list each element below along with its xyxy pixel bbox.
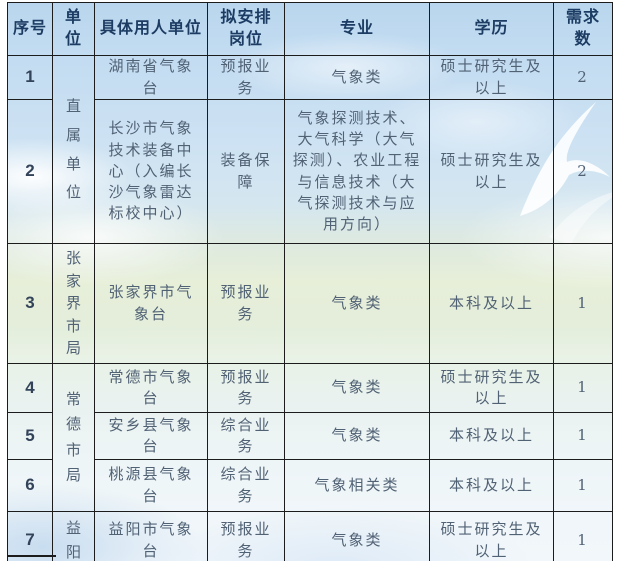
cell-education: 本科及以上 (429, 243, 554, 364)
table-row: 3 张家界市局 张家界市气象台 预报业务 气象类 本科及以上 1 (7, 243, 613, 364)
table-row: 4 常德市局 常德市气象台 预报业务 气象类 硕士研究生及以上 1 (7, 363, 613, 512)
cell-seq: 4 (7, 363, 53, 413)
cell-seq: 7 (7, 511, 53, 561)
header-unit: 单位 (52, 2, 95, 56)
header-major: 专业 (284, 2, 430, 56)
table-row: 2 长沙市气象技术装备中心（入编长沙气象雷达标校中心） 装备保障 气象探测技术、… (7, 99, 613, 244)
cell-employer: 湖南省气象台 (94, 55, 208, 100)
header-education: 学历 (429, 2, 554, 56)
cell-major: 气象类 (284, 412, 430, 460)
cell-employer: 常德市气象台 (94, 363, 208, 413)
cell-seq: 5 (7, 412, 53, 460)
cell-post: 预报业务 (207, 511, 285, 561)
table-row: 6 桃源县气象台 综合业务 气象相关类 本科及以上 1 (7, 459, 613, 512)
cell-post: 装备保障 (207, 99, 285, 244)
cell-major: 气象探测技术、大气科学（大气探测）、农业工程与信息技术（大气探测技术与应用方向） (284, 99, 430, 244)
cell-post: 预报业务 (207, 243, 285, 364)
cell-major: 气象类 (284, 511, 430, 561)
cell-count: 2 (553, 55, 613, 100)
cell-education: 本科及以上 (429, 459, 554, 512)
table-row: 1 直属单位 湖南省气象台 预报业务 气象类 硕士研究生及以上 2 (7, 55, 613, 244)
cell-seq: 3 (7, 243, 53, 364)
cell-education: 硕士研究生及以上 (429, 363, 554, 413)
cell-post: 预报业务 (207, 363, 285, 413)
unit-label: 常德市局 (65, 389, 81, 485)
cell-employer: 桃源县气象台 (94, 459, 208, 512)
unit-label: 益阳 (65, 519, 81, 561)
cell-employer: 张家界市气象台 (94, 243, 208, 364)
cell-major: 气象类 (284, 243, 430, 364)
cell-count: 1 (553, 459, 613, 512)
cell-education: 硕士研究生及以上 (429, 55, 554, 100)
cell-major: 气象类 (284, 363, 430, 413)
cell-count: 1 (553, 511, 613, 561)
cell-post: 综合业务 (207, 412, 285, 460)
cell-post: 预报业务 (207, 55, 285, 100)
cell-seq: 1 (7, 55, 53, 100)
cell-post: 综合业务 (207, 459, 285, 512)
table-header-row: 序号 单位 具体用人单位 拟安排岗位 专业 学历 需求数 (7, 2, 613, 56)
cell-count: 1 (553, 363, 613, 413)
cell-seq: 2 (7, 99, 53, 244)
cell-education: 硕士研究生及以上 (429, 99, 554, 244)
cell-count: 1 (553, 412, 613, 460)
cell-unit-group: 张家界市局 (52, 243, 95, 364)
header-post: 拟安排岗位 (207, 2, 285, 56)
table-row: 7 益阳 益阳市气象台 预报业务 气象类 硕士研究生及以上 1 (7, 511, 613, 561)
recruitment-table: 序号 单位 具体用人单位 拟安排岗位 专业 学历 需求数 1 直属单位 湖南省气… (7, 2, 613, 561)
cell-unit-group: 益阳 (52, 511, 95, 561)
header-seq: 序号 (7, 2, 53, 56)
cell-employer: 安乡县气象台 (94, 412, 208, 460)
cell-employer: 益阳市气象台 (94, 511, 208, 561)
table-row: 5 安乡县气象台 综合业务 气象类 本科及以上 1 (7, 412, 613, 460)
cell-employer: 长沙市气象技术装备中心（入编长沙气象雷达标校中心） (94, 99, 208, 244)
unit-label: 张家界市局 (65, 249, 81, 358)
unit-label: 直属单位 (65, 96, 81, 202)
cell-education: 本科及以上 (429, 412, 554, 460)
cell-seq: 6 (7, 459, 53, 512)
cell-major: 气象相关类 (284, 459, 430, 512)
cell-count: 2 (553, 99, 613, 244)
cell-major: 气象类 (284, 55, 430, 100)
header-count: 需求数 (553, 2, 613, 56)
cell-unit-group: 直属单位 (52, 55, 95, 244)
cell-education: 硕士研究生及以上 (429, 511, 554, 561)
header-employer: 具体用人单位 (94, 2, 208, 56)
seq-column-bottom-border (7, 555, 56, 557)
cell-count: 1 (553, 243, 613, 364)
cell-unit-group: 常德市局 (52, 363, 95, 512)
